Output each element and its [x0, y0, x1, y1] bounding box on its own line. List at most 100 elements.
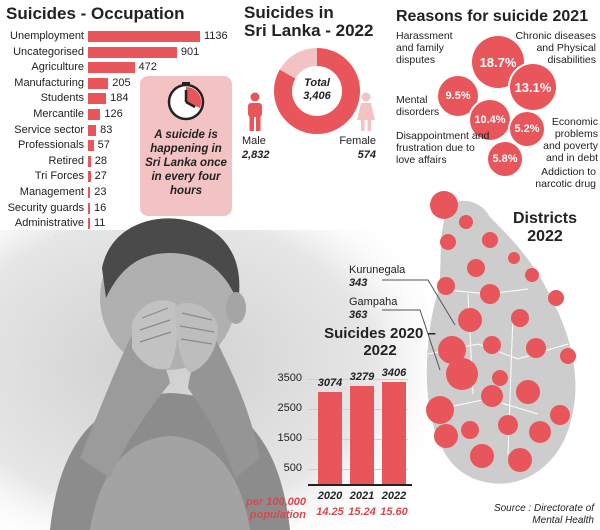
district-dot [470, 444, 494, 468]
occupation-value: 27 [94, 170, 107, 183]
district-dot [446, 358, 478, 390]
occupation-bar [88, 218, 90, 230]
district-dot [440, 234, 456, 250]
gampaha-value: 363 [349, 309, 368, 321]
occupation-value: 23 [94, 186, 107, 198]
reason-label: Addiction to narcotic drug [535, 166, 596, 190]
reason-label: Harassment and family disputes [396, 30, 453, 66]
source-line2: Mental Health [532, 515, 594, 526]
total-label: Total [304, 77, 330, 89]
male-stat: Male 2,832 [242, 134, 270, 162]
district-dot [508, 448, 532, 472]
occupation-bar [88, 202, 90, 214]
kurunegala-value: 343 [349, 277, 368, 289]
kurunegala-name: Kurunegala [349, 264, 406, 276]
gampaha-label: Gampaha 363 [349, 296, 397, 322]
occupation-label: Unemployment [10, 30, 84, 42]
district-dot [467, 259, 485, 277]
occupation-value: 57 [97, 139, 110, 152]
male-value: 2,832 [242, 149, 270, 161]
ts-ytick-label: 500 [283, 462, 302, 474]
district-dot [492, 370, 508, 386]
occupation-value: 472 [138, 61, 157, 74]
occupation-bar [88, 140, 94, 152]
districts-title-line2: 2022 [527, 228, 563, 245]
reasons-title: Reasons for suicide 2021 [396, 8, 589, 25]
donut-male-slice [274, 48, 360, 134]
occupation-label: Professionals [17, 139, 84, 152]
occupation-bar [88, 77, 109, 89]
sri-lanka-title-line2: Sri Lanka - 2022 [244, 21, 374, 40]
occupation-value: 184 [110, 92, 129, 105]
district-dot [481, 385, 503, 407]
occupation-label: Management [19, 186, 84, 198]
ts-baseline [308, 484, 412, 486]
source-note: Source : Directorate of Mental Health [470, 503, 594, 527]
district-dot [511, 309, 529, 327]
ts-bar-value: 3406 [381, 366, 407, 379]
district-dot [526, 338, 546, 358]
district-dot [548, 290, 564, 306]
female-stat: Female 574 [338, 134, 376, 162]
reason-label: Mental disorders [396, 94, 440, 118]
occupation-bar [88, 93, 107, 105]
ts-year-label: 2022 [381, 490, 407, 502]
occupation-label: Students [40, 92, 84, 105]
occupation-bar [88, 62, 135, 74]
rate-label-line1: per 100,000 [246, 496, 306, 508]
occupation-value: 901 [180, 45, 200, 58]
ts-ytick-label: 1500 [277, 432, 302, 444]
ts-rate-value: 14.25 [316, 506, 344, 518]
district-dot [430, 191, 458, 219]
clock-icon [166, 82, 206, 127]
occupation-label: Security guards [7, 201, 84, 214]
gender-donut [274, 48, 360, 134]
occupation-label: Service sector [14, 123, 84, 136]
ts-year-label: 2020 [317, 490, 343, 502]
occupation-label: Uncategorised [13, 45, 84, 58]
occupation-label: Retired [48, 154, 84, 167]
source-line1: Source : Directorate of [493, 503, 594, 514]
sri-lanka-title-line1: Suicides in [244, 3, 334, 22]
donut-center: Total 3,406 [287, 77, 347, 103]
occupation-value: 1136 [204, 30, 228, 42]
district-dot [426, 396, 454, 424]
occupation-value: 11 [94, 217, 106, 230]
ts-title: Suicides 2020 – 2022 [324, 325, 436, 359]
occupation-value: 28 [94, 154, 107, 167]
female-figure-icon [357, 92, 375, 131]
district-dot [525, 268, 539, 282]
ts-bar-value: 3279 [349, 370, 375, 383]
total-value: 3,406 [303, 90, 331, 102]
reason-label: Economic problems and poverty and in deb… [543, 116, 598, 164]
occupation-value: 83 [100, 123, 113, 136]
districts-title-line1: Districts [512, 210, 578, 227]
districts-title: Districts 2022 [497, 210, 593, 246]
rate-label-line2: population [249, 509, 306, 521]
ts-bar [382, 381, 406, 484]
ts-bar [318, 391, 342, 484]
ts-gridline [308, 379, 408, 380]
district-dot [483, 336, 501, 354]
district-dot [480, 284, 500, 304]
occupation-bar [88, 155, 91, 167]
district-dot [459, 215, 473, 229]
ts-rate-value: 15.60 [380, 506, 408, 518]
occupation-bar [88, 46, 177, 58]
reason-bubble: 18.7% [472, 36, 524, 88]
ts-year-label: 2021 [349, 490, 375, 502]
person-illustration [50, 218, 290, 530]
ts-rate-value: 15.24 [348, 506, 376, 518]
sri-lanka-title: Suicides in Sri Lanka - 2022 [244, 4, 373, 40]
male-label: Male [242, 135, 266, 147]
occupation-label: Manufacturing [14, 76, 84, 89]
reason-bubble: 13.1% [510, 64, 556, 110]
gampaha-name: Gampaha [349, 296, 398, 308]
district-dot [516, 380, 540, 404]
district-dot [498, 415, 518, 435]
kurunegala-label: Kurunegala 343 [349, 264, 405, 290]
reason-bubble: 10.4% [470, 100, 510, 140]
ts-ytick-label: 3500 [277, 372, 302, 384]
district-dot [434, 424, 458, 448]
occupation-bar [88, 124, 97, 136]
